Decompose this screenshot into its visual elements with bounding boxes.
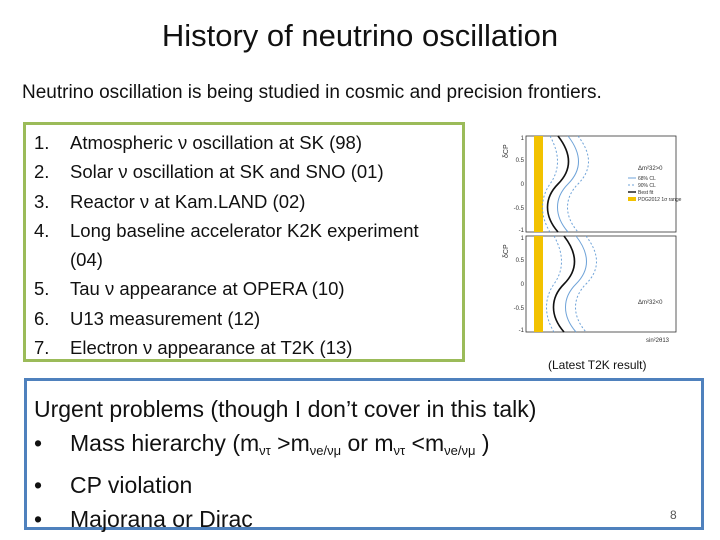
y-axis-label: δCP	[503, 144, 510, 158]
cl90-inner-bottom	[546, 235, 562, 333]
legend-entry: PDG2012 1σ range	[638, 197, 682, 203]
bullet-item: • Mass hierarchy (mντ >mνe/νμ or mντ <mν…	[34, 426, 694, 468]
cl68-top	[557, 135, 579, 233]
cl90-inner-top	[542, 135, 558, 233]
history-item: 7. Electron ν appearance at T2K (13)	[34, 337, 353, 359]
legend-entry: Best fit	[638, 190, 654, 196]
pdg-band-top	[534, 136, 543, 232]
bullet-item: • CP violation	[34, 472, 193, 498]
y-tick: -1	[519, 328, 525, 334]
y-tick: 0.5	[516, 158, 525, 164]
y-axis-label: δCP	[503, 244, 510, 258]
bullet-item: • Majorana or Dirac	[34, 506, 253, 532]
history-item: 3. Reactor ν at Kam.LAND (02)	[34, 190, 306, 212]
pdg-band-bottom	[534, 236, 543, 332]
y-tick: 0	[521, 282, 525, 288]
cl68-bottom	[565, 235, 587, 333]
mass-hierarchy-text: Mass hierarchy (mντ >mνe/νμ or mντ <mνe/…	[70, 430, 490, 458]
y-tick: 0.5	[516, 258, 525, 264]
panel-label-bottom: Δm²32<0	[638, 300, 663, 306]
legend-entry: 90% CL	[638, 183, 656, 189]
panel-label-top: Δm²32>0	[638, 166, 663, 172]
page-number: 8	[670, 508, 677, 522]
history-item: 2. Solar ν oscillation at SK and SNO (01)	[34, 161, 384, 183]
plot-caption: (Latest T2K result)	[548, 358, 647, 372]
x-axis-label: sin²2θ13	[646, 338, 670, 344]
best-fit-top	[546, 135, 570, 233]
urgent-heading: Urgent problems (though I don’t cover in…	[34, 396, 537, 422]
history-list: 1. Atmospheric ν oscillation at SK (98) 2…	[34, 128, 454, 362]
plot-panel-bottom	[525, 235, 677, 333]
y-tick: -1	[519, 228, 525, 234]
history-item: 4. Long baseline accelerator K2K experime…	[34, 219, 419, 271]
y-tick: 1	[521, 136, 525, 142]
cl90-outer-bottom	[575, 235, 597, 333]
urgent-box	[24, 378, 704, 530]
history-item: 1. Atmospheric ν oscillation at SK (98)	[34, 132, 363, 153]
cl90-outer-top	[567, 135, 589, 233]
urgent-problems: Urgent problems (though I don’t cover in…	[34, 392, 694, 536]
history-item: 5. Tau ν appearance at OPERA (10)	[34, 278, 345, 300]
plot-panel-top	[525, 135, 677, 233]
slide-subtitle: Neutrino oscillation is being studied in…	[22, 82, 602, 103]
t2k-result-plot: 1 0.5 0 -0.5 -1 1 0.5 0 -0.5 -1 δCP δCP …	[500, 132, 690, 364]
slide-title: History of neutrino oscillation	[161, 18, 559, 53]
y-tick: -0.5	[514, 306, 525, 312]
best-fit-bottom	[552, 235, 576, 333]
y-tick: 0	[521, 182, 525, 188]
legend-entry: 68% CL	[638, 176, 656, 182]
y-tick: 1	[521, 236, 525, 242]
y-tick: -0.5	[514, 206, 525, 212]
history-item: 6. U13 measurement (12)	[34, 307, 261, 329]
history-box	[23, 122, 465, 362]
